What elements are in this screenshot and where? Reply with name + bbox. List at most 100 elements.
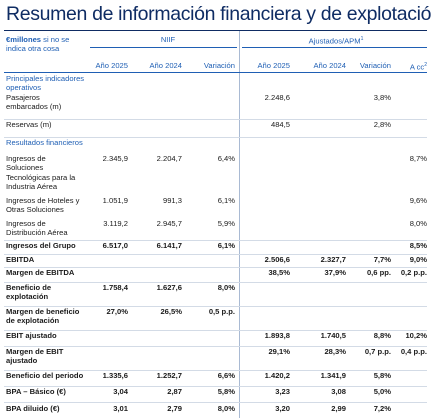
table-cell: 0,6 pp.	[366, 268, 391, 277]
table-cell: 37,9%	[324, 268, 346, 277]
row-label-line: de explotación	[6, 316, 60, 326]
table-cell: 1.420,2	[264, 371, 290, 380]
row-label-line: Margen de EBIT	[6, 347, 64, 356]
column-header: Año 2024	[136, 61, 182, 70]
table-cell: 1.341,9	[320, 371, 346, 380]
table-cell: 1.252,7	[156, 371, 182, 380]
table-cell: 6,1%	[217, 196, 235, 205]
table-cell: 2,99	[331, 404, 346, 413]
row-label-line: Pasajeros	[6, 93, 40, 102]
table-cell: 1.627,6	[156, 283, 182, 292]
row-label-line: EBITDA	[6, 255, 35, 264]
table-cell: 2.506,6	[264, 255, 290, 264]
table-cell: 10,2%	[405, 331, 427, 340]
table-cell: 0,5 p.p.	[208, 307, 235, 316]
table-cell: 6.141,7	[156, 241, 182, 250]
table-cell: 2.327,7	[320, 255, 346, 264]
column-header-label: A cc	[409, 62, 425, 72]
row-label: Margen de beneficio de explotación	[6, 307, 90, 326]
table-cell: 28,3%	[324, 347, 346, 356]
table-cell: 2,79	[167, 404, 182, 413]
column-header: Año 2025	[82, 61, 128, 70]
table-cell: 2.204,7	[156, 154, 182, 163]
row-divider	[4, 386, 427, 387]
table-cell: 8,7%	[409, 154, 427, 163]
column-header-label: Año 2024	[313, 61, 346, 70]
table-cell: 8,5%	[409, 241, 427, 250]
row-divider	[4, 330, 427, 331]
title-divider	[4, 30, 427, 31]
table-cell: 9,6%	[409, 196, 427, 205]
table-cell: 1.335,6	[102, 371, 128, 380]
row-label-line: BPA – Básico (€)	[6, 387, 66, 396]
row-divider	[4, 402, 427, 403]
row-divider	[4, 370, 427, 371]
row-label: Beneficio de explotación	[6, 283, 90, 302]
table-cell: 2.945,7	[156, 219, 182, 228]
row-label-line: Reservas (m)	[6, 120, 52, 129]
units-note: €millones si no se indica otra cosa	[6, 35, 70, 54]
table-cell: 0,7 p.p.	[364, 347, 391, 356]
column-header-label: Año 2024	[149, 61, 182, 70]
row-divider	[4, 240, 427, 241]
table-cell: 8,0%	[409, 219, 427, 228]
column-header-label: Variación	[359, 61, 391, 70]
table-cell: 5,8%	[373, 371, 391, 380]
row-label-line: Beneficio de	[6, 283, 52, 292]
row-label-line: Margen de EBITDA	[6, 268, 75, 277]
column-header-label: Año 2025	[257, 61, 290, 70]
table-cell: 2,87	[167, 387, 182, 396]
table-cell: 8,0%	[217, 404, 235, 413]
table-cell: 0,2 p.p.	[400, 268, 427, 277]
table-cell: 27,0%	[106, 307, 128, 316]
row-label: EBITDA	[6, 255, 90, 264]
row-label-line: EBIT ajustado	[6, 331, 57, 340]
row-label: Margen de EBIT ajustado	[6, 347, 90, 366]
column-header: Variación	[187, 61, 235, 70]
row-divider	[4, 137, 427, 138]
table-cell: 29,1%	[268, 347, 290, 356]
row-divider	[4, 282, 427, 283]
row-label-line: Beneficio del periodo	[6, 371, 84, 380]
column-header: Año 2025	[244, 61, 290, 70]
group-header-adjusted: Ajustados/APM1	[308, 36, 364, 46]
row-divider	[4, 254, 427, 255]
row-label-line: Soluciones	[6, 163, 44, 173]
table-cell: 1.893,8	[264, 331, 290, 340]
row-label-line: Ingresos de	[6, 219, 46, 228]
row-label-line: Distribución Aérea	[6, 228, 68, 238]
row-divider	[4, 306, 427, 307]
row-label: Beneficio del periodo	[6, 371, 90, 380]
table-cell: 8,8%	[373, 331, 391, 340]
table-cell: 0,4 p.p.	[400, 347, 427, 356]
page-title: Resumen de información financiera y de e…	[6, 3, 431, 25]
row-label-line: Tecnológicas para la	[6, 172, 76, 182]
section-operativos: Principales indicadores operativos	[6, 74, 85, 93]
column-header: A cc2	[391, 61, 427, 72]
table-cell: 6,1%	[217, 241, 235, 250]
row-label: Ingresos de Distribución Aérea	[6, 219, 90, 238]
table-cell: 5,8%	[217, 387, 235, 396]
header-divider	[4, 72, 427, 73]
row-label-line: Otras Soluciones	[6, 205, 64, 215]
row-label-line: BPA diluido (€)	[6, 404, 60, 413]
row-label-line: Industria Aérea	[6, 182, 58, 192]
table-cell: 7,2%	[373, 404, 391, 413]
row-label: Margen de EBITDA	[6, 268, 90, 277]
row-label: Pasajeros embarcados (m)	[6, 93, 90, 112]
table-cell: 991,3	[162, 196, 182, 205]
niif-underline	[90, 47, 237, 48]
footnote-marker: 2	[424, 62, 427, 68]
table-cell: 7,7%	[373, 255, 391, 264]
table-cell: 1.740,5	[320, 331, 346, 340]
row-label-line: embarcados (m)	[6, 102, 62, 112]
table-cell: 2,8%	[373, 120, 391, 129]
row-label: EBIT ajustado	[6, 331, 90, 340]
row-label: Ingresos de Hoteles y Otras Soluciones	[6, 196, 90, 215]
row-label: Reservas (m)	[6, 120, 90, 129]
row-label-line: explotación	[6, 292, 49, 302]
row-label: BPA diluido (€)	[6, 404, 90, 413]
table-cell: 3,04	[113, 387, 128, 396]
column-header-label: Año 2025	[95, 61, 128, 70]
table-cell: 3,01	[113, 404, 128, 413]
